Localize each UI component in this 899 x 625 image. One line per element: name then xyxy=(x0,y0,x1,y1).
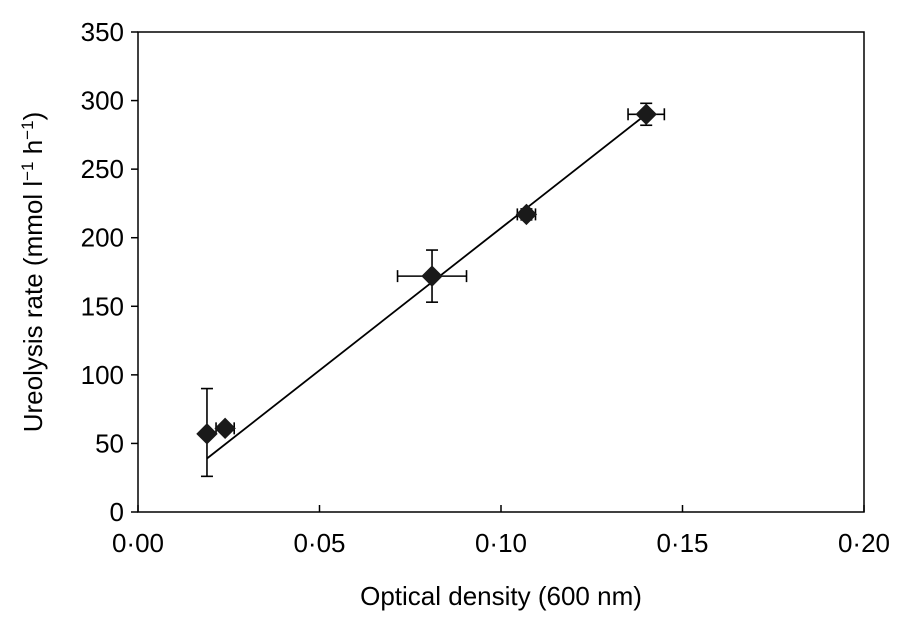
y-tick-label: 200 xyxy=(81,223,124,253)
y-tick-label: 350 xyxy=(81,17,124,47)
data-point-diamond xyxy=(196,423,218,445)
plot-area-frame xyxy=(137,31,865,513)
fit-line-group xyxy=(206,113,647,460)
y-axis-title: Ureolysis rate (mmol l−1 h−1) xyxy=(18,112,49,433)
y-tick-label: 300 xyxy=(81,86,124,116)
data-point-diamond xyxy=(421,265,443,287)
error-bars xyxy=(200,102,666,478)
x-tick-label: 0·00 xyxy=(112,528,164,558)
y-axis-title-sup2: −1 xyxy=(18,120,37,139)
y-axis-title-suffix: ) xyxy=(18,112,48,121)
data-point-diamond xyxy=(214,417,236,440)
data-point-diamond xyxy=(515,203,538,226)
y-axis: 0 50 100 150 200 250 300 350 xyxy=(81,17,138,527)
x-tick-label: 0·20 xyxy=(838,528,890,558)
y-tick-label: 50 xyxy=(95,428,124,458)
y-tick-label: 100 xyxy=(81,360,124,390)
x-tick-label: 0·15 xyxy=(656,528,708,558)
fit-line xyxy=(206,113,647,460)
x-tick-label: 0·10 xyxy=(475,528,527,558)
y-axis-title-middle: h xyxy=(18,140,48,162)
y-axis-title-prefix: Ureolysis rate (mmol l xyxy=(18,181,48,432)
y-tick-label: 250 xyxy=(81,154,124,184)
x-axis-title: Optical density (600 nm) xyxy=(360,581,642,611)
y-axis-title-sup1: −1 xyxy=(18,161,37,180)
x-tick-label: 0·05 xyxy=(293,528,345,558)
y-tick-label: 150 xyxy=(81,291,124,321)
data-point-diamond xyxy=(635,103,657,125)
data-points xyxy=(196,103,657,445)
x-axis: 0·00 0·05 0·10 0·15 0·20 xyxy=(112,505,890,558)
y-tick-label: 0 xyxy=(110,497,124,527)
